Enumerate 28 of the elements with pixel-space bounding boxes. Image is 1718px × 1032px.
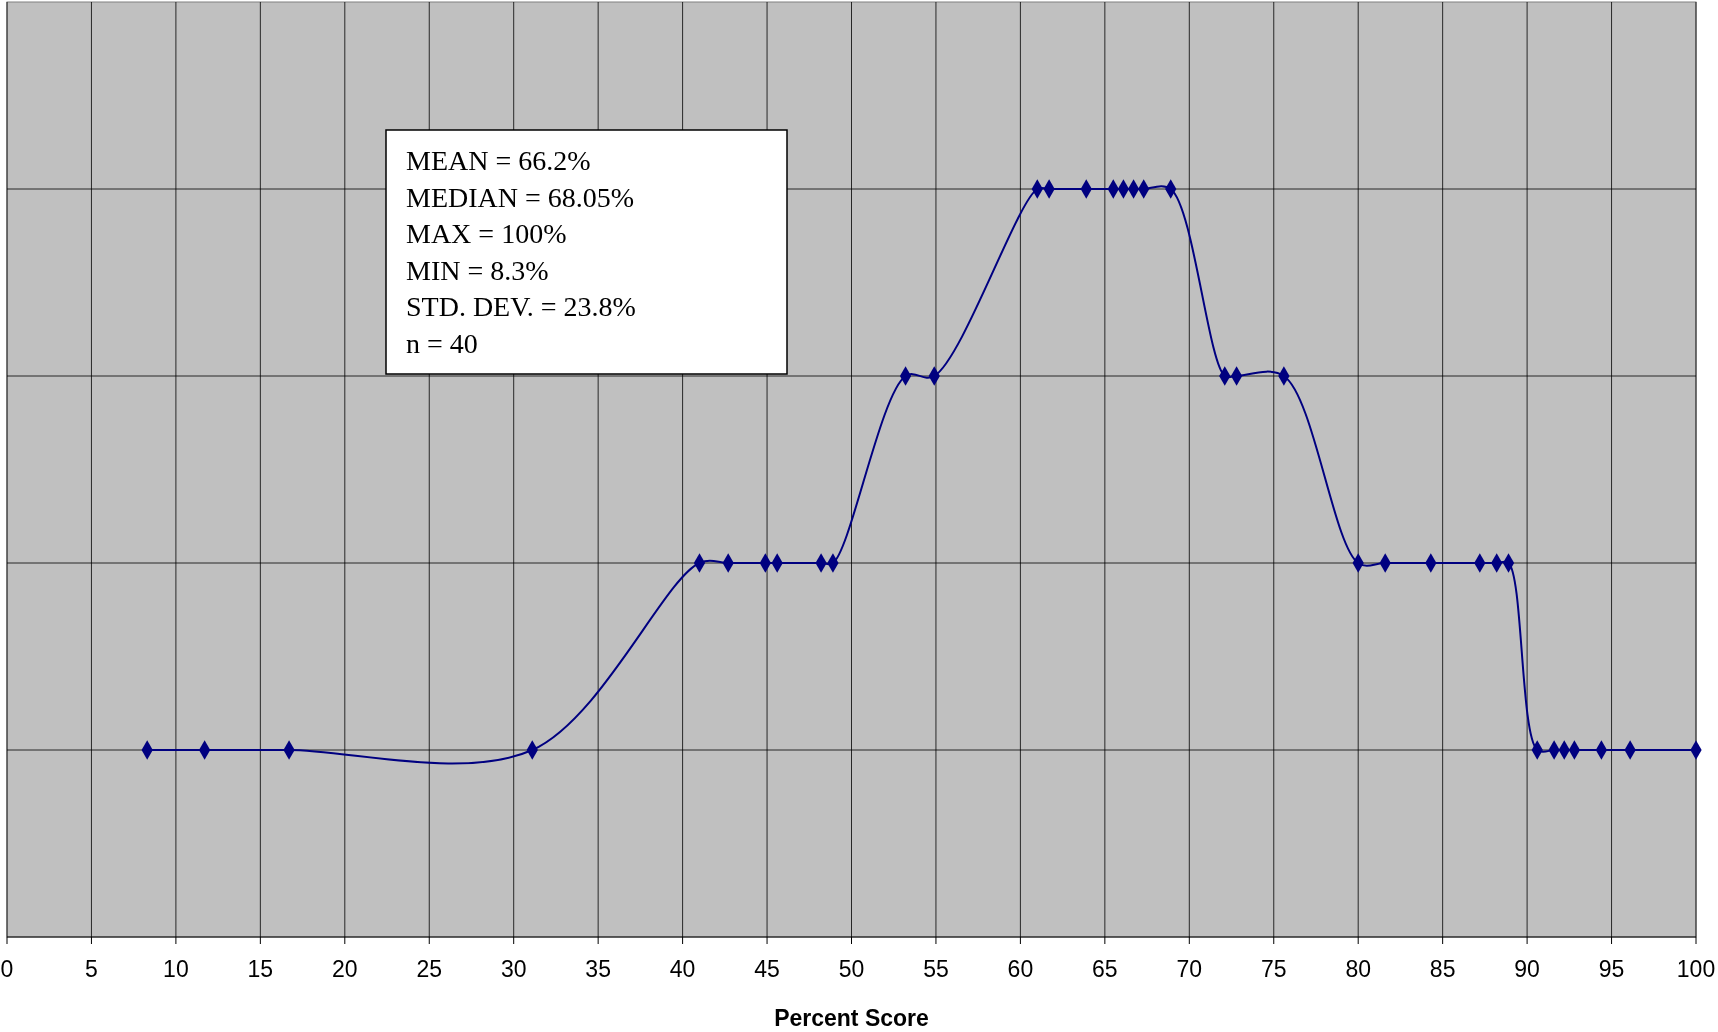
annotation: MAX = 100% [406,218,567,249]
text: MEAN = 66.2% [406,145,591,176]
x-tick-label: 60 [1007,956,1034,982]
x-tick-label: 25 [416,956,443,982]
x-tick-label: 0 [0,956,14,982]
x-tick-label: 20 [332,956,358,982]
x-tick-label: 95 [1598,956,1625,982]
x-tick-label: 15 [247,956,274,982]
x-tick-label: 5 [85,956,98,982]
x-tick-label: 75 [1260,956,1287,982]
x-tick-label: 10 [163,956,189,982]
x-tick-label: 80 [1345,956,1371,982]
x-tick-label: 70 [1176,956,1203,982]
x-tick-label: 55 [923,956,949,982]
x-tick-label: 90 [1514,956,1540,982]
x-axis-title: Percent Score [774,1005,929,1031]
annotation: MIN = 8.3% [406,254,549,286]
x-tick-label: 30 [500,956,527,982]
annotation: MEDIAN = 68.05% [406,181,635,213]
x-tick-label: 45 [754,956,780,982]
x-tick-label: 100 [1676,956,1716,982]
annotation: STD. DEV. = 23.8% [406,291,636,322]
x-tick-label: 35 [585,956,611,982]
x-tick-label: 50 [838,956,865,982]
x-tick-label: 65 [1092,956,1118,982]
x-tick-label: 85 [1429,956,1456,982]
x-tick-label: 40 [669,956,696,982]
annotation: n = 40 [406,327,478,359]
